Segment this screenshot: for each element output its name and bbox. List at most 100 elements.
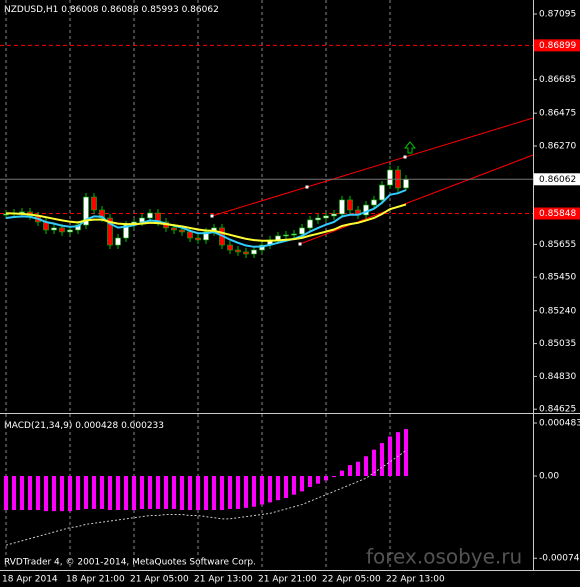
candle-body [291, 233, 297, 236]
candle-body [235, 249, 241, 253]
y-tick-label: 0.85240 [539, 306, 576, 316]
macd-bar [68, 476, 72, 512]
candle-body [299, 227, 305, 235]
macd-bar [20, 476, 24, 511]
y-tick-label: 0.86270 [539, 142, 576, 152]
candle-body [403, 178, 409, 189]
macd-bar [156, 476, 160, 509]
candle-body [179, 229, 185, 233]
candle-body [59, 227, 65, 233]
macd-bar [188, 476, 192, 511]
watermark: forex.osobye.ru [366, 545, 522, 569]
macd-bar [172, 476, 176, 509]
candle-body [251, 249, 257, 255]
macd-bar [76, 476, 80, 511]
x-tick-label: 18 Apr 2014 [2, 575, 58, 585]
macd-bar [348, 465, 352, 477]
macd-bar [332, 476, 336, 478]
macd-bar [404, 429, 408, 477]
anchor-point [210, 214, 214, 218]
candle-body [283, 234, 289, 237]
macd-bar [316, 476, 320, 484]
candle-body [315, 217, 321, 221]
macd-bar [60, 476, 64, 512]
y-tick-label: 0.86685 [539, 75, 576, 85]
macd-bar [284, 476, 288, 498]
candle-body [323, 215, 329, 219]
y-tick-label: 0.87095 [539, 10, 576, 20]
x-tick-label: 21 Apr 21:00 [258, 575, 317, 585]
macd-bar [36, 476, 40, 511]
x-tick-label: 21 Apr 05:00 [130, 575, 189, 585]
macd-bar [372, 449, 376, 477]
y-tick-label: 0.85450 [539, 273, 576, 283]
candle-body [171, 227, 177, 231]
macd-bar [236, 476, 240, 509]
candle-body [203, 231, 209, 241]
candle-body [67, 229, 73, 233]
candle-body [195, 237, 201, 241]
price-label: 0.86062 [539, 175, 576, 185]
ohlc-open: 0.86008 [61, 5, 98, 15]
candle-body [51, 227, 57, 231]
x-tick-label: 22 Apr 05:00 [322, 575, 381, 585]
macd-bar [124, 476, 128, 511]
candle-body [91, 196, 97, 211]
macd-bar [228, 476, 232, 509]
moving-average [5, 189, 407, 248]
candle-body [107, 217, 113, 246]
candle-body [115, 237, 121, 246]
macd-bar [300, 476, 304, 492]
macd-bar [92, 476, 96, 509]
y-tick-label: 0.84625 [539, 405, 576, 415]
signal-line [5, 450, 407, 546]
candle-body [339, 199, 345, 215]
signal-value: 0.000233 [121, 421, 164, 431]
macd-bar [252, 476, 256, 507]
macd-label: MACD(21,34,9) 0.000428 0.000233 [4, 421, 164, 431]
copyright: RVDTrader 4, © 2001-2014, MetaQuotes Sof… [4, 558, 256, 568]
anchor-point [403, 155, 407, 159]
macd-bar [4, 476, 8, 511]
macd-bar [164, 476, 168, 509]
candle-body [379, 184, 385, 201]
ohlc-high: 0.86088 [101, 5, 138, 15]
level-label: 0.85848 [539, 209, 576, 219]
macd-bar [148, 476, 152, 509]
candle-body [331, 213, 337, 217]
candle-body [371, 199, 377, 206]
arrow-signal [403, 141, 417, 154]
trend-line [299, 154, 534, 245]
anchor-point [298, 242, 302, 246]
macd-bar [388, 436, 392, 477]
level-label-box [534, 39, 580, 52]
macd-bar [212, 476, 216, 511]
price-label-box [534, 173, 580, 186]
macd-title: MACD(21,34,9) [4, 421, 72, 431]
macd-bar [100, 476, 104, 509]
x-tick-label: 22 Apr 13:00 [386, 575, 445, 585]
candle-body [147, 212, 153, 219]
anchor-point [305, 185, 309, 189]
symbol: NZDUSD,H1 [4, 5, 58, 15]
macd-bar [292, 476, 296, 495]
ohlc-low: 0.85993 [141, 5, 178, 15]
macd-bar [132, 476, 136, 511]
macd-bar [196, 476, 200, 511]
macd-bar [396, 432, 400, 477]
x-tick-label: 18 Apr 21:00 [66, 575, 125, 585]
macd-bar [380, 443, 384, 477]
macd-bar [84, 476, 88, 509]
macd-value: 0.000428 [75, 421, 118, 431]
candle-body [83, 196, 89, 226]
level-label: 0.86899 [539, 41, 576, 51]
macd-bar [356, 461, 360, 477]
macd-bar [52, 476, 56, 512]
y-tick-label: 0.85655 [539, 240, 576, 250]
macd-bar [204, 476, 208, 511]
y-tick-label: 0.000483 [539, 419, 580, 429]
macd-bar [12, 476, 16, 511]
macd-bar [308, 476, 312, 488]
